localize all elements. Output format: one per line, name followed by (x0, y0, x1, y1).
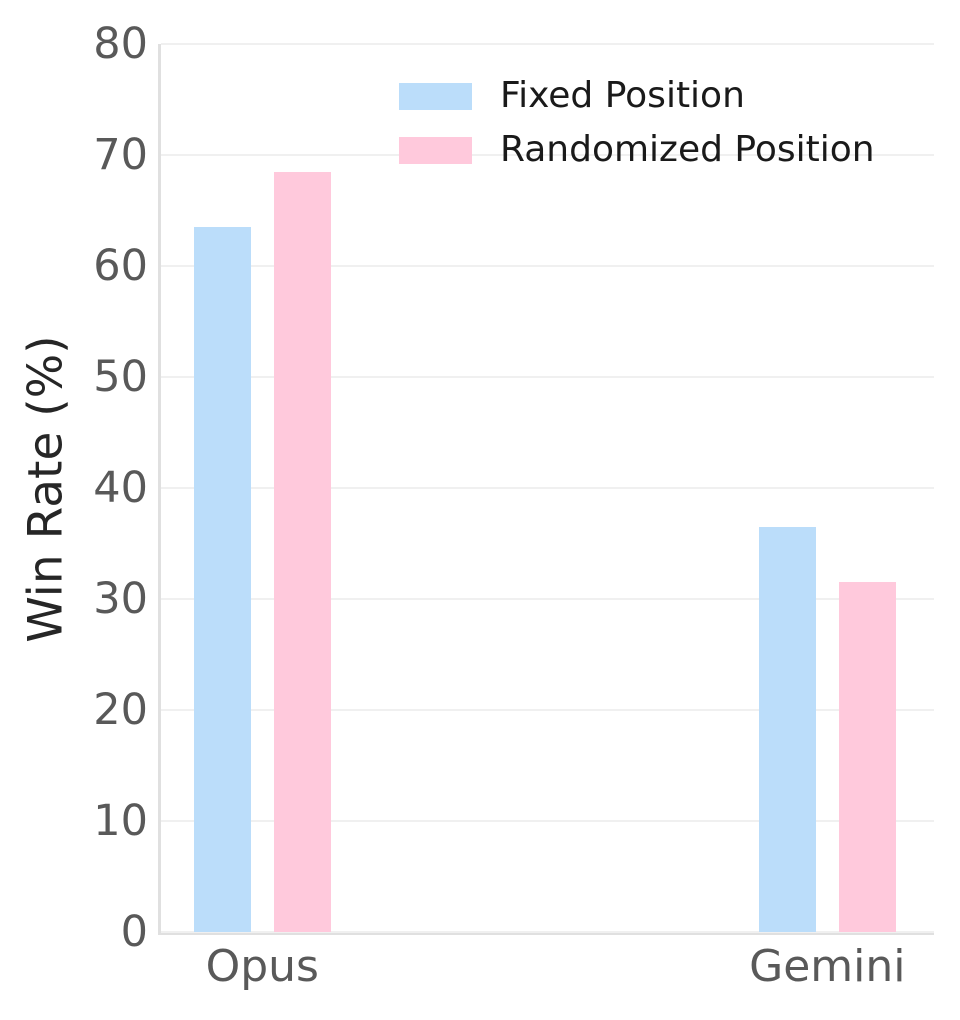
bar-gemini-fixed-position (758, 526, 816, 932)
legend-label-fixed-position: Fixed Position (500, 75, 745, 116)
x-axis-spine (158, 932, 934, 935)
legend-item-randomized-position: Randomized Position (399, 123, 875, 177)
gridline-10 (161, 820, 934, 822)
gridline-50 (161, 376, 934, 378)
gridline-20 (161, 709, 934, 711)
legend-swatch-randomized-position (399, 136, 472, 164)
legend-swatch-fixed-position (399, 82, 472, 110)
y-tick-label-50: 50 (93, 352, 148, 402)
y-tick-label-60: 60 (93, 241, 148, 291)
y-tick-label-70: 70 (93, 130, 148, 180)
y-tick-label-0: 0 (120, 907, 148, 957)
plot-area (158, 43, 934, 935)
gridline-0 (161, 931, 934, 933)
y-axis-spine (158, 44, 161, 935)
gridline-70 (161, 154, 934, 156)
y-tick-label-80: 80 (93, 19, 148, 69)
gridline-60 (161, 265, 934, 267)
gridline-30 (161, 598, 934, 600)
bar-opus-fixed-position (193, 227, 251, 932)
gridline-80 (161, 43, 934, 45)
x-category-label-gemini: Gemini (749, 941, 906, 992)
legend-item-fixed-position: Fixed Position (399, 69, 875, 123)
bar-opus-randomized-position (273, 171, 331, 932)
gridline-40 (161, 487, 934, 489)
y-tick-label-40: 40 (93, 463, 148, 513)
y-tick-label-30: 30 (93, 574, 148, 624)
y-tick-label-20: 20 (93, 685, 148, 735)
x-category-label-opus: Opus (205, 941, 319, 992)
legend-label-randomized-position: Randomized Position (500, 129, 875, 170)
bar-gemini-randomized-position (838, 582, 896, 932)
legend: Fixed Position Randomized Position (399, 69, 875, 177)
y-tick-label-10: 10 (93, 796, 148, 846)
